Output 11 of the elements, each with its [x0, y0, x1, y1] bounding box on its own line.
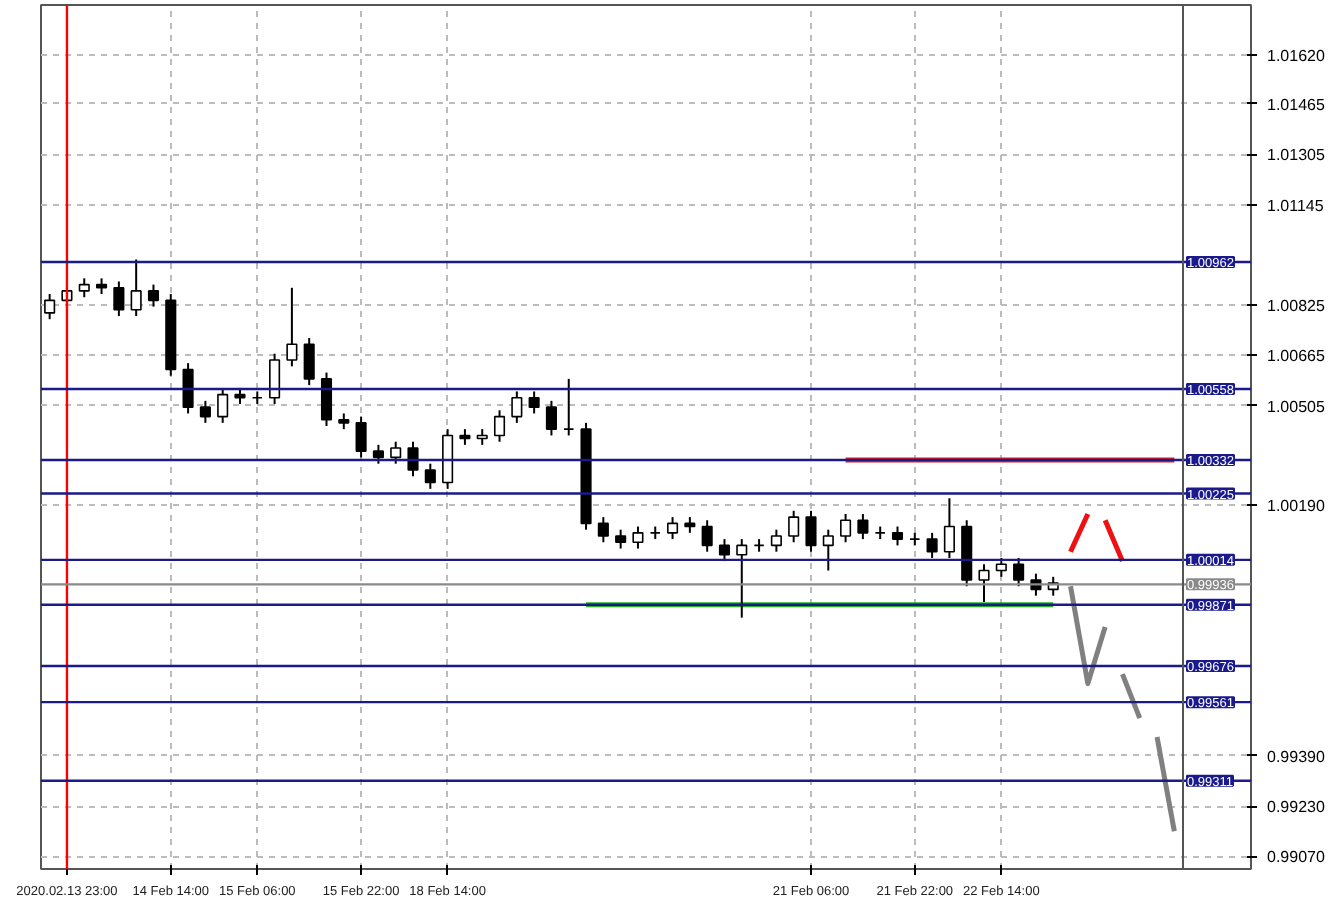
y-tick-label: 1.00825 [1267, 297, 1326, 316]
y-tick-label: 0.99230 [1267, 798, 1326, 817]
y-tick-label: 1.01305 [1267, 146, 1326, 165]
y-tick-label: 1.01465 [1267, 95, 1326, 114]
y-tick-label: 1.00190 [1267, 496, 1326, 515]
y-tick-label: 1.00665 [1267, 347, 1326, 366]
y-tick-label: 1.01620 [1267, 47, 1326, 66]
y-tick-label: 0.99390 [1267, 747, 1326, 766]
y-tick-label: 1.00505 [1267, 397, 1326, 416]
y-tick-label: 1.01145 [1267, 196, 1325, 215]
y-tick-label: 0.99070 [1267, 848, 1326, 867]
